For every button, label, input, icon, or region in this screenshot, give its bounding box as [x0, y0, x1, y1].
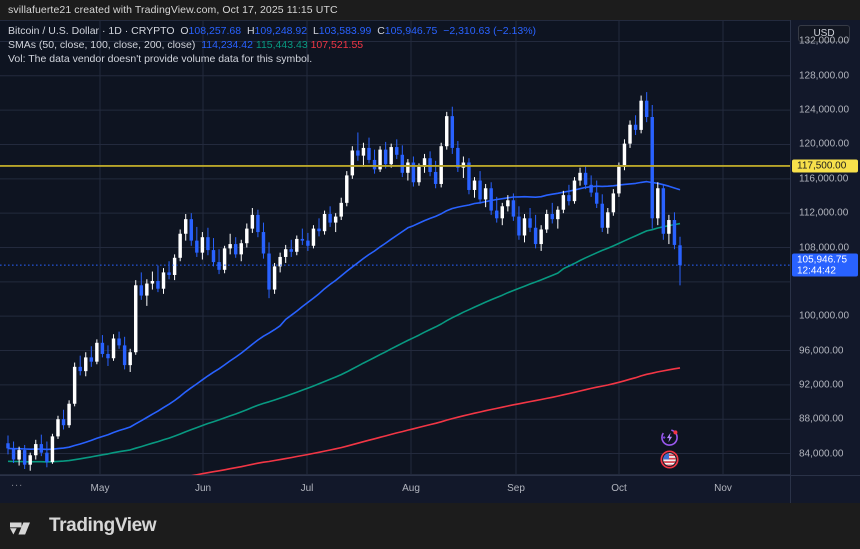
ai-lightning-icon [661, 429, 678, 446]
legend-change-value: −2,310.63 (−2.13%) [443, 25, 537, 37]
ai-insight-badge[interactable] [660, 428, 679, 447]
price-tick: 132,000.00 [799, 35, 850, 47]
legend-sma100-value: 115,443.43 [255, 39, 308, 51]
price-tick: 128,000.00 [799, 70, 850, 82]
legend-low-label: L [312, 25, 319, 37]
brand-name: TradingView [49, 515, 157, 536]
time-tick: Oct [611, 483, 627, 494]
us-economic-event-badge[interactable] [660, 450, 679, 469]
footer-bar: TradingView [0, 503, 860, 549]
price-tick: 108,000.00 [799, 242, 850, 253]
legend-low-value: 103,583.99 [318, 25, 372, 37]
legend-high-value: 109,248.92 [254, 25, 308, 37]
legend-volume-row: Vol: The data vendor doesn't provide vol… [8, 52, 536, 66]
price-tick: 112,000.00 [799, 207, 849, 219]
legend-sma200-value: 107,521.55 [310, 39, 364, 51]
time-tick: May [90, 483, 110, 494]
time-axis[interactable]: May Jun Jul Aug Sep Oct Nov [0, 475, 860, 503]
legend-interval[interactable]: 1D [108, 25, 122, 37]
legend-close-value: 105,946.75 [384, 25, 438, 37]
currency-button[interactable]: USD [798, 25, 850, 42]
price-tick: 116,000.00 [799, 173, 849, 185]
legend-sep-2: · [121, 25, 132, 37]
tradingview-logo-icon [10, 522, 30, 534]
time-tick: Jul [300, 483, 314, 494]
time-tick: Jun [194, 483, 212, 494]
price-tick: 92,000.00 [799, 379, 844, 391]
price-axis[interactable]: USD 132,000.00 128,000.00 124,000.00 120,00… [790, 20, 860, 475]
legend-open-value: 108,257.68 [188, 25, 242, 37]
price-tick: 88,000.00 [799, 413, 844, 425]
level-price-label[interactable]: 117,500.00 [792, 159, 858, 173]
price-tick: 124,000.00 [799, 104, 850, 116]
legend-sma-title[interactable]: SMAs (50, close, 100, close, 200, close) [8, 39, 196, 51]
price-tick: 120,000.00 [799, 138, 850, 150]
legend-sma-row[interactable]: SMAs (50, close, 100, close, 200, close)… [8, 38, 536, 52]
chart-canvas [0, 20, 790, 475]
time-axis-corner [790, 476, 860, 503]
attribution-bar: svillafuerte21 created with TradingView.… [0, 0, 860, 20]
legend-close-label: C [377, 25, 385, 37]
last-price-value: 105,946.75 [797, 254, 848, 266]
time-tick: Sep [507, 483, 525, 494]
legend-symbol-row[interactable]: Bitcoin / U.S. Dollar · 1D · CRYPTO O108… [8, 24, 536, 38]
price-tick: 96,000.00 [799, 345, 844, 357]
last-price-label[interactable]: 105,946.75 12:44:42 [792, 253, 858, 277]
legend-sep-1: · [99, 25, 109, 37]
us-flag-icon [660, 450, 679, 469]
legend-high-label: H [246, 25, 255, 37]
chart-plot-area[interactable] [0, 20, 790, 475]
legend-volume-note: Vol: The data vendor doesn't provide vol… [8, 53, 313, 65]
attribution-text: svillafuerte21 created with TradingView.… [8, 4, 338, 16]
price-tick: 100,000.00 [799, 310, 850, 322]
chart-frame: Bitcoin / U.S. Dollar · 1D · CRYPTO O108… [0, 20, 860, 489]
chart-legend: Bitcoin / U.S. Dollar · 1D · CRYPTO O108… [8, 24, 536, 66]
bar-countdown: 12:44:42 [797, 265, 836, 277]
legend-sma50-value: 114,234.42 [201, 39, 253, 51]
time-tick: Aug [402, 483, 420, 494]
legend-exchange: CRYPTO [131, 25, 175, 37]
time-tick: Nov [714, 483, 732, 494]
legend-symbol[interactable]: Bitcoin / U.S. Dollar [8, 25, 100, 37]
price-tick: 84,000.00 [799, 448, 844, 460]
collapse-indicator[interactable]: ... [11, 477, 24, 489]
legend-open-label: O [180, 25, 189, 37]
